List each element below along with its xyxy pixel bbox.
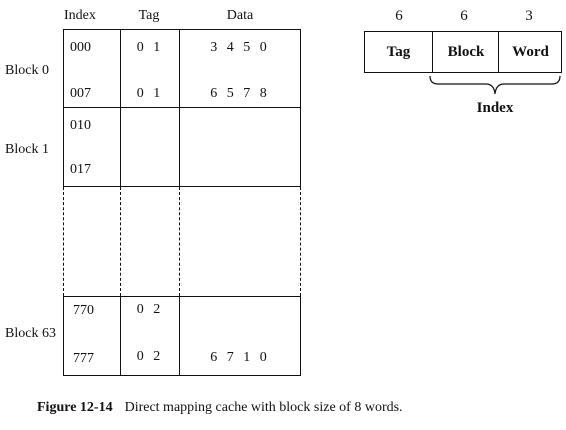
- block-bits-label: 6: [460, 8, 468, 24]
- data-cell: 6 7 1 0: [210, 350, 270, 365]
- index-cell: 770: [73, 303, 94, 318]
- index-cell: 017: [70, 162, 91, 177]
- block-field: Block: [432, 32, 499, 72]
- block-label: Block 63: [5, 326, 56, 341]
- index-cell: 007: [70, 86, 91, 101]
- block63-top-border: [63, 296, 300, 297]
- data-cell: 6 5 7 8: [210, 86, 270, 101]
- left-border-top: [63, 29, 64, 187]
- right-border-bottom: [300, 296, 301, 376]
- address-format-box: Tag Block Word: [364, 31, 562, 73]
- block1-bottom-border: [63, 186, 300, 187]
- index-brace-label: Index: [476, 100, 514, 116]
- figure-number: Figure 12-14: [37, 400, 113, 415]
- left-border-bottom: [63, 296, 64, 376]
- tag-divider-top: [120, 29, 121, 187]
- tag-divider-bottom: [120, 296, 121, 376]
- tag-cell: 0 2: [136, 349, 164, 364]
- tag-divider-dashed: [120, 187, 121, 296]
- index-cell: 000: [70, 40, 91, 55]
- right-border-top: [300, 29, 301, 187]
- tag-bits-label: 6: [395, 8, 403, 24]
- figure-caption-text: Direct mapping cache with block size of …: [124, 400, 403, 415]
- word-bits-label: 3: [525, 8, 533, 24]
- data-column-header: Data: [226, 8, 254, 23]
- data-divider-bottom: [179, 296, 180, 376]
- right-border-dashed: [300, 187, 301, 296]
- index-brace: [429, 75, 561, 95]
- table-bottom-border: [63, 375, 300, 376]
- data-divider-top: [179, 29, 180, 187]
- block-label: Block 1: [5, 142, 49, 157]
- block-label: Block 0: [5, 63, 49, 78]
- index-cell: 777: [73, 351, 94, 366]
- tag-column-header: Tag: [138, 8, 160, 23]
- index-cell: 010: [70, 118, 91, 133]
- figure-caption: Figure 12-14 Direct mapping cache with bl…: [37, 398, 403, 416]
- tag-field: Tag: [386, 43, 411, 60]
- data-cell: 3 4 5 0: [210, 40, 270, 55]
- tag-cell: 0 2: [136, 302, 164, 317]
- tag-cell: 0 1: [136, 40, 164, 55]
- tag-cell: 0 1: [136, 86, 164, 101]
- left-border-dashed: [63, 187, 64, 296]
- table-top-border: [63, 29, 300, 30]
- index-column-header: Index: [64, 8, 96, 23]
- data-divider-dashed: [179, 187, 180, 296]
- word-field: Word: [498, 32, 562, 72]
- block0-bottom-border: [63, 107, 300, 108]
